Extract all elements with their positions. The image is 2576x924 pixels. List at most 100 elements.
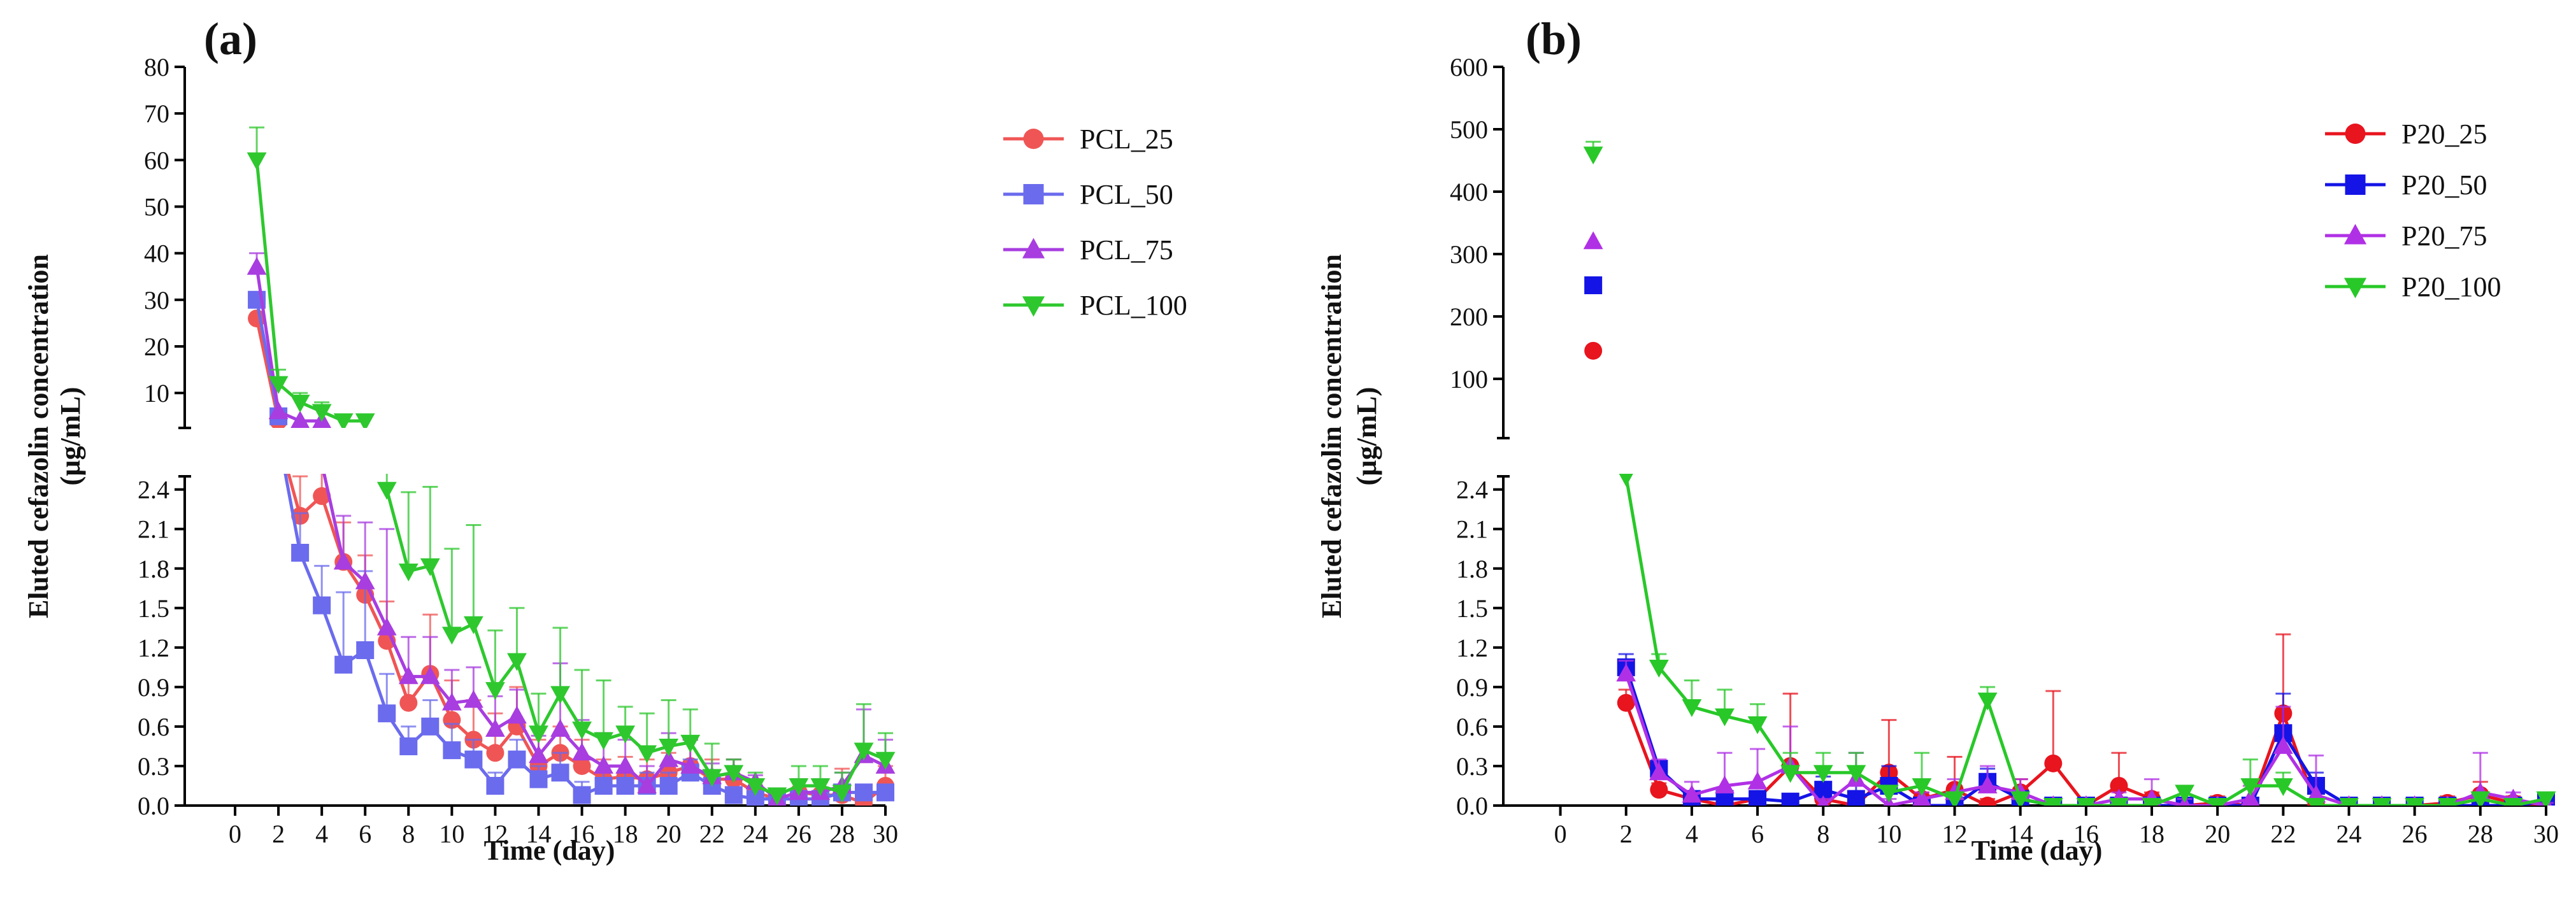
panel-b-p20-75-point: [1977, 775, 1998, 793]
panel-b-p20-75-point: [1912, 788, 1931, 806]
panel-b-y-tick-label-lower: 1.2: [1456, 634, 1488, 662]
panel-a-pcl-50-point: [378, 704, 396, 723]
panel-b-y-tick-label-lower: 1.5: [1456, 594, 1488, 623]
panel-a-pcl-75-point: [333, 551, 354, 570]
panel-a-series-pcl-75-upper: [247, 252, 332, 428]
panel-b-p20-100-point: [1780, 765, 1801, 783]
panel-a-y-tick-label-lower: 0.9: [138, 673, 169, 702]
panel-a-pcl-25-point: [486, 744, 504, 762]
panel-b-p20-100-point: [1747, 716, 1768, 734]
panel-b-y-tick-label-upper: 400: [1450, 178, 1488, 206]
panel-a-pcl-100-point: [290, 394, 310, 413]
panel-a-pcl-100-point: [637, 745, 657, 764]
panel-a-pcl-50-point: [854, 783, 873, 802]
panel-b-p20-100-point: [2109, 798, 2129, 806]
panel-a-pcl-75-point: [398, 666, 419, 685]
panel-b-p20-100-point: [2437, 798, 2458, 806]
panel-a-pcl-50-point: [399, 737, 418, 755]
panel-a-x-tick-label: 10: [439, 820, 464, 848]
panel-a-pcl-100-point: [441, 627, 462, 645]
panel-a-pcl-50-point: [464, 750, 483, 769]
panel-a-pcl-100-point: [333, 413, 354, 428]
panel-a-upper-plot: [247, 126, 375, 428]
panel-b-p20-75-point: [1682, 785, 1702, 803]
panel-b-p20-100-point: [1682, 699, 1702, 717]
panel-b-series-p20-100-lower: [1619, 474, 2556, 806]
panel-b-x-tick-label: 6: [1751, 820, 1764, 848]
panel-a-pcl-100-point: [594, 732, 613, 750]
panel-a-pcl-75-point: [659, 749, 679, 767]
panel-a-legend-item-pcl-75: PCL_75: [1003, 234, 1173, 266]
panel-b-y-tick-label-lower: 1.8: [1456, 555, 1488, 583]
panel-a-pcl-25-point: [573, 757, 591, 775]
panel-a-pcl-25-point: [269, 428, 287, 446]
panel-b-x-tick-label: 22: [2270, 820, 2296, 848]
panel-a-legend-marker-pcl-75: [1022, 238, 1045, 259]
panel-a-pcl-50-point: [877, 783, 894, 802]
panel-b-x-tick-label: 18: [2139, 820, 2165, 848]
panel-a-pcl-75-point: [355, 571, 375, 590]
panel-b-p20-50-point: [1584, 276, 1603, 294]
panel-b-upper-plot: [1583, 141, 1603, 360]
panel-b-p20-50-point: [1781, 792, 1800, 806]
panel-a-y-tick-label-upper: 10: [144, 379, 169, 408]
panel-a-legend-label-pcl-100: PCL_100: [1080, 290, 1187, 321]
panel-a-x-tick-label: 0: [229, 820, 241, 848]
panel-a-pcl-50-point: [356, 641, 375, 659]
panel-b-series-p20-100-upper: [1583, 141, 1603, 165]
panel-a-pcl-50-point: [291, 543, 310, 562]
panel-b-p20-100-point: [2240, 778, 2261, 797]
panel-a-x-tick-label: 4: [315, 820, 328, 848]
panel-a-pcl-100-point: [789, 778, 809, 797]
panel-a-pcl-100-point: [810, 778, 831, 797]
panel-b-p20-100-point: [2339, 798, 2359, 806]
panel-b-p20-25-point: [1979, 797, 1997, 806]
panel-b-p20-100-point: [1977, 692, 1998, 711]
panel-a-pcl-75-point: [420, 666, 440, 685]
panel-a-y-tick-label-lower: 1.2: [138, 634, 169, 662]
panel-b-p20-75-point: [2273, 736, 2293, 754]
panel-a-xlabel: Time (day): [484, 835, 615, 866]
panel-a-x-tick-label: 14: [526, 820, 551, 848]
panel-b-series-p20-50-upper: [1584, 276, 1603, 294]
panel-a-pcl-50-point: [334, 655, 353, 674]
panel-a-y-tick-label-lower: 2.1: [138, 515, 169, 544]
panel-b-legend-marker-p20-25: [2345, 124, 2366, 144]
panel-a-pcl-100-point: [420, 558, 440, 576]
panel-a-pcl-75-point: [247, 257, 267, 275]
panel-b-p20-75-point: [1616, 664, 1636, 682]
panel-b-p20-100-point: [2175, 785, 2195, 803]
panel-a-legend-label-pcl-25: PCL_25: [1080, 124, 1173, 155]
panel-b-legend-marker-p20-75: [2343, 224, 2367, 245]
panel-a-ylabel-group: Eluted cefazolin concentration (µg/mL): [23, 254, 86, 618]
panel-a-x-tick-label: 8: [402, 820, 415, 848]
panel-a-pcl-100-point: [832, 785, 852, 803]
panel-a-y-tick-label-lower: 1.5: [138, 594, 169, 623]
panel-b-p20-100-point: [2536, 791, 2556, 806]
panel-a-legend-marker-pcl-100: [1022, 296, 1045, 317]
panel-a-pcl-100-point: [376, 481, 397, 500]
panel-b-p20-100-point: [1846, 765, 1866, 783]
panel-a-legend-marker-pcl-50: [1023, 184, 1044, 204]
panel-a-pcl-75-line: [255, 267, 322, 423]
panel-b-p20-75-line: [1624, 673, 2547, 806]
panel-a-legend-marker-pcl-25: [1023, 129, 1044, 149]
panel-b-series-p20-50-lower: [1617, 653, 2555, 806]
panel-a-x-tick-label: 12: [482, 820, 508, 848]
panel-a-pcl-75-point: [485, 718, 505, 737]
panel-b-p20-25-point: [1650, 781, 1668, 799]
panel-a-pcl-25-point: [399, 693, 418, 712]
panel-a-pcl-75-point: [290, 410, 310, 428]
panel-b-y-tick-label-upper: 600: [1450, 53, 1488, 82]
panel-b-p20-100-point: [1878, 785, 1899, 803]
panel-b-y-tick-label-upper: 100: [1450, 365, 1488, 394]
panel-b-p20-75-point: [1583, 231, 1603, 250]
panel-b-y-tick-label-upper: 300: [1450, 240, 1488, 269]
panel-a-pcl-50-point: [573, 786, 591, 804]
panel-b-y-tick-label-lower: 0.3: [1456, 752, 1488, 781]
panel-b-x-tick-label: 28: [2468, 820, 2493, 848]
panel-b-x-tick-label: 24: [2336, 820, 2362, 848]
panel-a-pcl-100-point: [463, 616, 483, 634]
panel-a-y-tick-label-upper: 40: [144, 239, 169, 268]
